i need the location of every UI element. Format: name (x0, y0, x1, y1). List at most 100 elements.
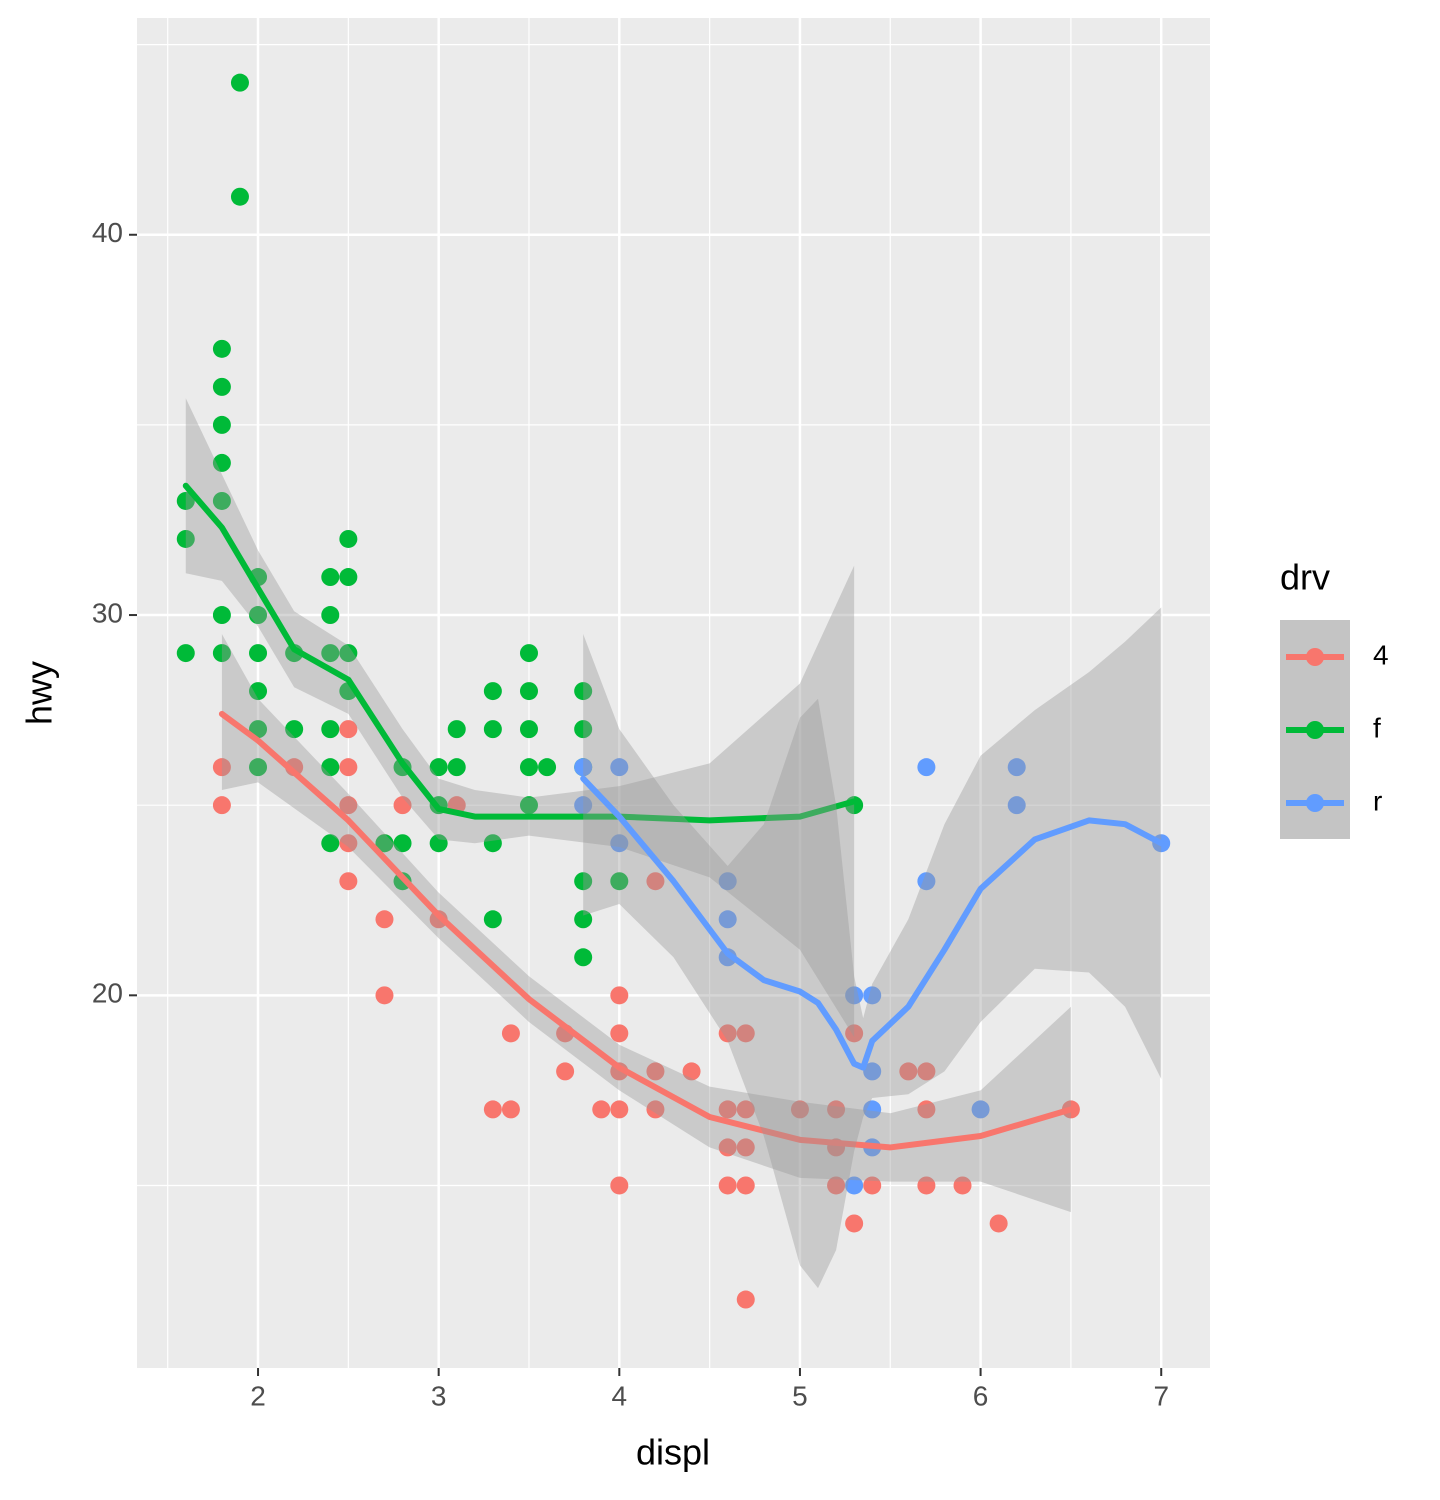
point (212, 606, 231, 625)
smooth-line (580, 775, 1165, 1071)
point (230, 73, 249, 92)
point (574, 872, 593, 891)
point (483, 720, 502, 739)
point (646, 872, 665, 891)
point (718, 1100, 737, 1119)
point (321, 644, 340, 663)
point (483, 1100, 502, 1119)
point (845, 1214, 864, 1233)
x-tick-label: 7 (1153, 1380, 1169, 1411)
x-tick-label: 3 (431, 1380, 447, 1411)
panel-background (137, 18, 1210, 1368)
point (574, 910, 593, 929)
point (953, 1176, 972, 1195)
legend-key-point (1306, 794, 1324, 812)
y-tick-label: 30 (92, 597, 123, 628)
point (989, 1214, 1008, 1233)
point (339, 872, 358, 891)
smooth-line (182, 482, 858, 824)
point (574, 682, 593, 701)
point (212, 758, 231, 777)
point (574, 948, 593, 967)
point (339, 644, 358, 663)
point (230, 187, 249, 206)
point (339, 529, 358, 548)
point (339, 720, 358, 739)
point (610, 1100, 629, 1119)
point (519, 796, 538, 815)
point (212, 796, 231, 815)
point (917, 1176, 936, 1195)
point (212, 491, 231, 510)
point (519, 644, 538, 663)
point (610, 758, 629, 777)
legend-label: r (1373, 785, 1382, 816)
point (845, 1176, 864, 1195)
point (447, 758, 466, 777)
point (321, 834, 340, 853)
point (393, 796, 412, 815)
legend-key-point (1306, 721, 1324, 739)
point (610, 834, 629, 853)
point (483, 682, 502, 701)
point (249, 606, 268, 625)
point (212, 377, 231, 396)
point (483, 834, 502, 853)
point (917, 1062, 936, 1081)
point (718, 1138, 737, 1157)
point (519, 758, 538, 777)
point (519, 720, 538, 739)
point (212, 339, 231, 358)
point (1007, 796, 1026, 815)
x-tick-label: 4 (612, 1380, 628, 1411)
point (863, 986, 882, 1005)
point (610, 872, 629, 891)
point (863, 1176, 882, 1195)
point (827, 1176, 846, 1195)
point (249, 758, 268, 777)
point (556, 1062, 575, 1081)
y-tick-label: 20 (92, 978, 123, 1009)
point (212, 453, 231, 472)
point (845, 986, 864, 1005)
point (718, 872, 737, 891)
point (574, 796, 593, 815)
point (718, 910, 737, 929)
point (429, 834, 448, 853)
point (917, 872, 936, 891)
point (375, 986, 394, 1005)
point (375, 834, 394, 853)
point (574, 720, 593, 739)
point (971, 1100, 990, 1119)
legend-label: f (1373, 712, 1381, 743)
point (736, 1290, 755, 1309)
point (375, 910, 394, 929)
confidence-band (221, 634, 1071, 1213)
x-tick-label: 5 (792, 1380, 808, 1411)
point (538, 758, 557, 777)
point (827, 1100, 846, 1119)
point (285, 720, 304, 739)
point (610, 1176, 629, 1195)
point (863, 1062, 882, 1081)
point (1007, 758, 1026, 777)
point (646, 1062, 665, 1081)
point (863, 1100, 882, 1119)
point (610, 1024, 629, 1043)
y-tick-label: 40 (92, 217, 123, 248)
point (212, 415, 231, 434)
confidence-band (583, 607, 1162, 1289)
point (321, 606, 340, 625)
point (718, 1176, 737, 1195)
point (339, 758, 358, 777)
point (321, 758, 340, 777)
point (447, 720, 466, 739)
point (339, 568, 358, 587)
y-axis-label: hwy (19, 661, 60, 725)
x-tick-label: 2 (250, 1380, 266, 1411)
point (610, 986, 629, 1005)
point (339, 834, 358, 853)
point (501, 1100, 520, 1119)
